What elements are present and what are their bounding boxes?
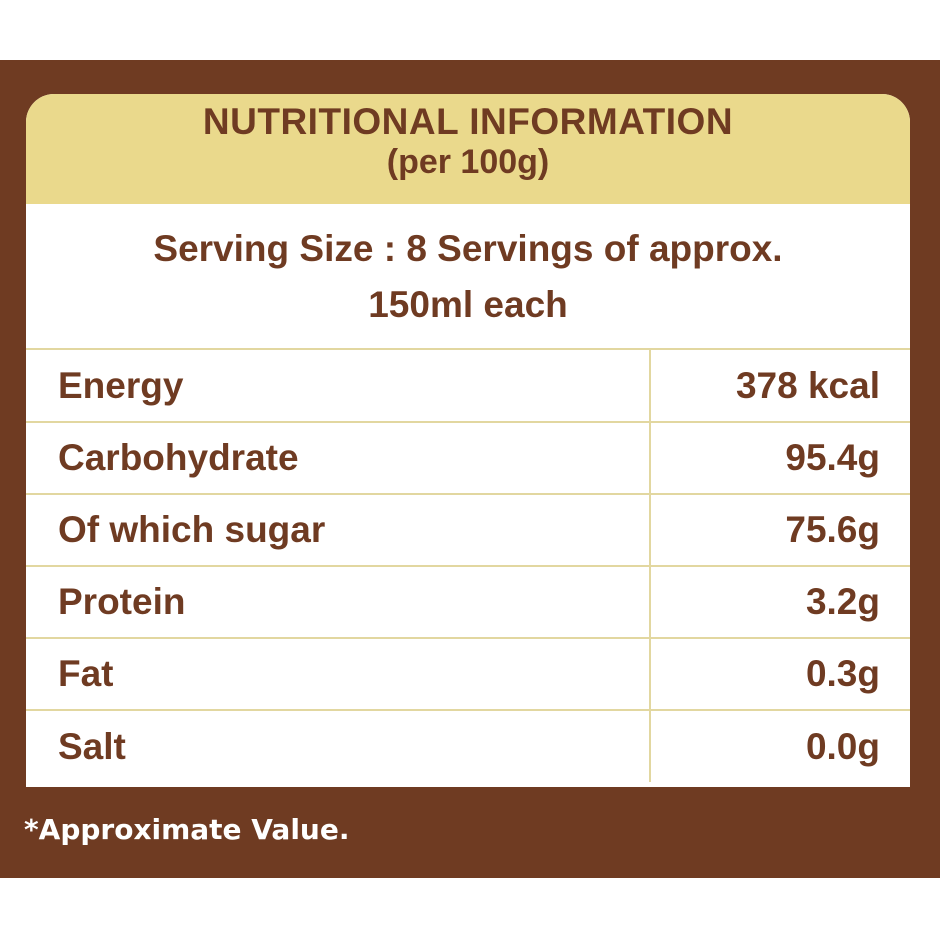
nutrient-name: Of which sugar bbox=[26, 494, 651, 567]
nutrient-value: 378 kcal bbox=[650, 350, 910, 423]
table-row: Energy 378 kcal bbox=[26, 350, 910, 423]
footnote: *Approximate Value. bbox=[24, 813, 350, 846]
nutrient-name: Salt bbox=[26, 710, 651, 782]
nutrient-value: 0.0g bbox=[805, 725, 880, 767]
header-title: NUTRITIONAL INFORMATION bbox=[202, 101, 734, 142]
nutrient-name: Energy bbox=[26, 350, 651, 423]
nutrient-name: Protein bbox=[26, 566, 651, 639]
table-row: Protein 3.2g bbox=[26, 566, 910, 639]
nutrient-value: 75.6g bbox=[650, 494, 910, 567]
table-row: Salt 0.0g bbox=[26, 710, 910, 782]
nutrition-panel: NUTRITIONAL INFORMATION (per 100g) Servi… bbox=[26, 94, 910, 787]
table-row: Carbohydrate 95.4g bbox=[26, 422, 910, 495]
nutrient-value: 0.3g bbox=[650, 638, 910, 711]
label-header: NUTRITIONAL INFORMATION (per 100g) bbox=[26, 94, 910, 204]
nutrient-table: Energy 378 kcal Carbohydrate 95.4g Of wh… bbox=[26, 350, 910, 782]
nutrient-name: Carbohydrate bbox=[26, 422, 651, 495]
nutrient-value: 3.2g bbox=[650, 566, 910, 639]
serving-line-1: Serving Size : 8 Servings of approx. bbox=[153, 228, 783, 269]
serving-size: Serving Size : 8 Servings of approx. 150… bbox=[26, 204, 910, 350]
table-row: Fat 0.3g bbox=[26, 638, 910, 711]
nutrient-value: 95.4g bbox=[650, 422, 910, 495]
nutrient-name: Fat bbox=[26, 638, 651, 711]
header-subtitle: (per 100g) bbox=[386, 143, 550, 181]
table-row: Of which sugar 75.6g bbox=[26, 494, 910, 567]
serving-line-2: 150ml each bbox=[368, 284, 568, 325]
nutrition-label: NUTRITIONAL INFORMATION (per 100g) Servi… bbox=[0, 60, 940, 878]
